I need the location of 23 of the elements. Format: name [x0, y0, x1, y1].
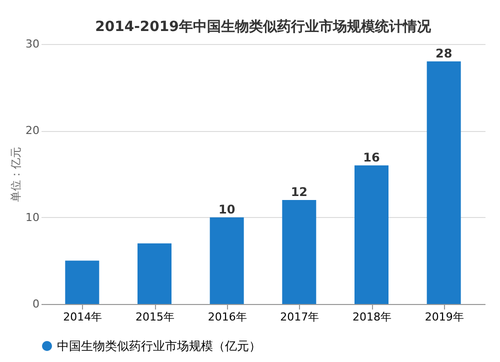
data-label: 28	[435, 46, 452, 60]
bar	[426, 61, 461, 304]
bar	[282, 200, 316, 304]
y-tick-label: 10	[26, 210, 40, 224]
data-label: 12	[290, 185, 308, 199]
y-tick-label: 20	[26, 124, 40, 138]
x-tick-label: 2015年	[136, 310, 174, 324]
chart-title: 2014-2019年中国生物类似药行业市场规模统计情况	[95, 18, 432, 35]
data-label: 10	[218, 202, 236, 216]
x-tick-label: 2018年	[352, 310, 392, 324]
x-tick-label: 2019年	[424, 310, 464, 324]
x-tick-label: 2017年	[280, 310, 320, 324]
x-tick-label: 2014年	[63, 310, 102, 324]
bar	[138, 243, 172, 304]
data-label: 16	[363, 150, 380, 164]
x-tick-label: 2016年	[208, 310, 247, 324]
y-tick-label: 30	[26, 38, 40, 50]
bar	[65, 260, 100, 304]
y-axis-title: 单位：亿元	[10, 147, 23, 202]
bar	[354, 165, 388, 304]
bar	[210, 217, 244, 304]
legend-label: 中国生物类似药行业市场规模（亿元）	[57, 339, 261, 353]
y-tick-label: 0	[32, 298, 40, 310]
